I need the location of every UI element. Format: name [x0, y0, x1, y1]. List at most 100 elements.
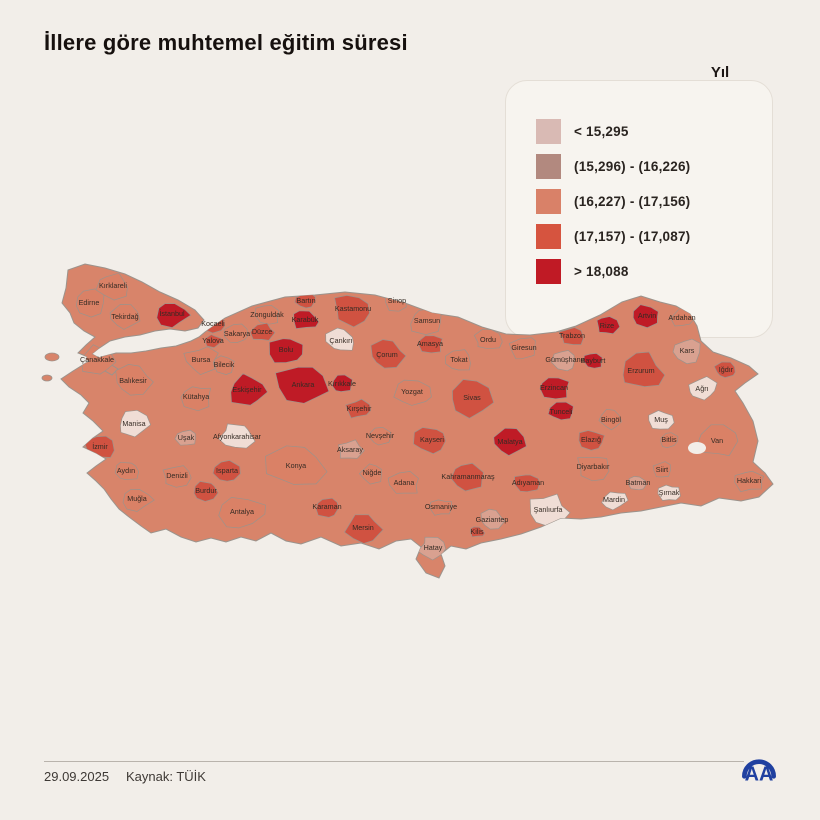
province-Afyonkarahisar — [218, 423, 256, 449]
province-label: Trabzon — [559, 331, 585, 340]
page-title: İllere göre muhtemel eğitim süresi — [44, 30, 408, 55]
province-Aydın — [114, 461, 140, 481]
province-label: Gaziantep — [476, 515, 509, 524]
legend-panel: < 15,295 (15,296) - (16,226) (16,227) - … — [505, 80, 773, 338]
province-label: Amasya — [417, 339, 443, 348]
province-Van — [698, 424, 739, 457]
province-Bolu — [269, 338, 304, 364]
footer-divider — [44, 761, 744, 762]
province-label: Muğla — [127, 494, 147, 503]
province-label: Şanlıurfa — [534, 505, 563, 514]
province-label: Adıyaman — [512, 478, 544, 487]
province-Kırşehir — [345, 398, 371, 419]
province-label: Bitlis — [661, 435, 677, 444]
province-label: Yalova — [202, 336, 223, 345]
province-label: Niğde — [363, 468, 382, 477]
province-label: Erzincan — [540, 383, 568, 392]
province-Nevşehir — [369, 426, 392, 446]
province-label: Kütahya — [183, 392, 209, 401]
province-label: Erzurum — [627, 366, 654, 375]
legend-row: < 15,295 — [506, 114, 772, 149]
province-Aksaray — [337, 439, 365, 459]
province-label: Antalya — [230, 507, 254, 516]
province-Kilis — [470, 526, 486, 538]
province-Kayseri — [413, 427, 446, 455]
province-label: Osmaniye — [425, 502, 457, 511]
province-Bilecik — [213, 355, 235, 375]
province-label: Adana — [394, 478, 415, 487]
province-label: Nevşehir — [366, 431, 395, 440]
province-label: Gümüşhane — [545, 355, 584, 364]
province-label: Sinop — [388, 296, 406, 305]
legend-swatch-1 — [536, 119, 561, 144]
province-Yozgat — [393, 379, 432, 406]
province-label: Hakkari — [737, 476, 762, 485]
legend-swatch-2 — [536, 154, 561, 179]
legend-label-5: > 18,088 — [574, 264, 629, 279]
lake — [688, 442, 706, 454]
province-label: Denizli — [166, 471, 188, 480]
province-Niğde — [358, 463, 382, 485]
province-label: Samsun — [414, 316, 440, 325]
province-Uşak — [174, 429, 196, 446]
province-label: Bilecik — [214, 360, 235, 369]
legend-label-1: < 15,295 — [574, 124, 629, 139]
province-Çorum — [370, 339, 407, 369]
province-Karaman — [315, 497, 339, 518]
province-Iğdır — [713, 361, 736, 378]
aa-logo-arc — [742, 759, 776, 779]
island — [44, 352, 60, 362]
province-label: Kahramanmaraş — [441, 472, 495, 481]
province-Tekirdağ — [109, 304, 141, 330]
province-label: Kırşehir — [347, 404, 372, 413]
province-label: İzmir — [92, 442, 108, 451]
province-label: Ardahan — [668, 313, 695, 322]
province-label: Bartın — [296, 296, 315, 305]
province-label: Çorum — [376, 350, 398, 359]
province-Ağrı — [688, 376, 718, 401]
province-label: Karabük — [292, 315, 319, 324]
province-Bitlis — [659, 432, 679, 448]
province-label: Hatay — [424, 543, 443, 552]
province-Adıyaman — [514, 474, 541, 493]
province-label: Kırıkkale — [328, 379, 356, 388]
province-Erzurum — [622, 351, 666, 387]
province-Elazığ — [578, 430, 605, 451]
province-label: Mardin — [603, 495, 625, 504]
province-label: Çanakkale — [80, 355, 114, 364]
province-Karabük — [293, 310, 320, 329]
province-Sakarya — [223, 323, 248, 343]
province-label: Rize — [600, 321, 614, 330]
province-label: Bayburt — [581, 356, 606, 365]
province-label: Manisa — [122, 419, 145, 428]
province-label: Konya — [286, 461, 306, 470]
province-label: Isparta — [216, 466, 238, 475]
legend-swatch-4 — [536, 224, 561, 249]
province-Muş — [648, 410, 675, 430]
province-Ankara — [275, 366, 330, 404]
province-label: Kars — [680, 346, 695, 355]
aa-agency-logo: AA — [742, 759, 776, 786]
province-Manisa — [120, 409, 152, 438]
province-Düzce — [249, 322, 276, 341]
province-Giresun — [508, 337, 536, 360]
province-label: Ağrı — [695, 384, 708, 393]
province-Kahramanmaraş — [450, 462, 484, 492]
province-Kastamonu — [334, 295, 370, 328]
province-label: Siirt — [656, 465, 668, 474]
province-label: Ankara — [292, 380, 315, 389]
province-label: Zonguldak — [250, 310, 284, 319]
province-label: Kocaeli — [201, 319, 225, 328]
province-label: Uşak — [178, 433, 195, 442]
legend-label-3: (16,227) - (17,156) — [574, 194, 691, 209]
province-Kars — [672, 338, 701, 365]
province-label: İstanbul — [159, 309, 185, 318]
legend-row: (17,157) - (17,087) — [506, 219, 772, 254]
legend-unit-label: Yıl — [710, 64, 730, 81]
province-Isparta — [212, 460, 241, 482]
province-Zonguldak — [254, 304, 280, 325]
province-Batman — [628, 476, 647, 491]
province-label: Muş — [654, 415, 668, 424]
province-label: Kastamonu — [335, 304, 371, 313]
legend-row: (16,227) - (17,156) — [506, 184, 772, 219]
